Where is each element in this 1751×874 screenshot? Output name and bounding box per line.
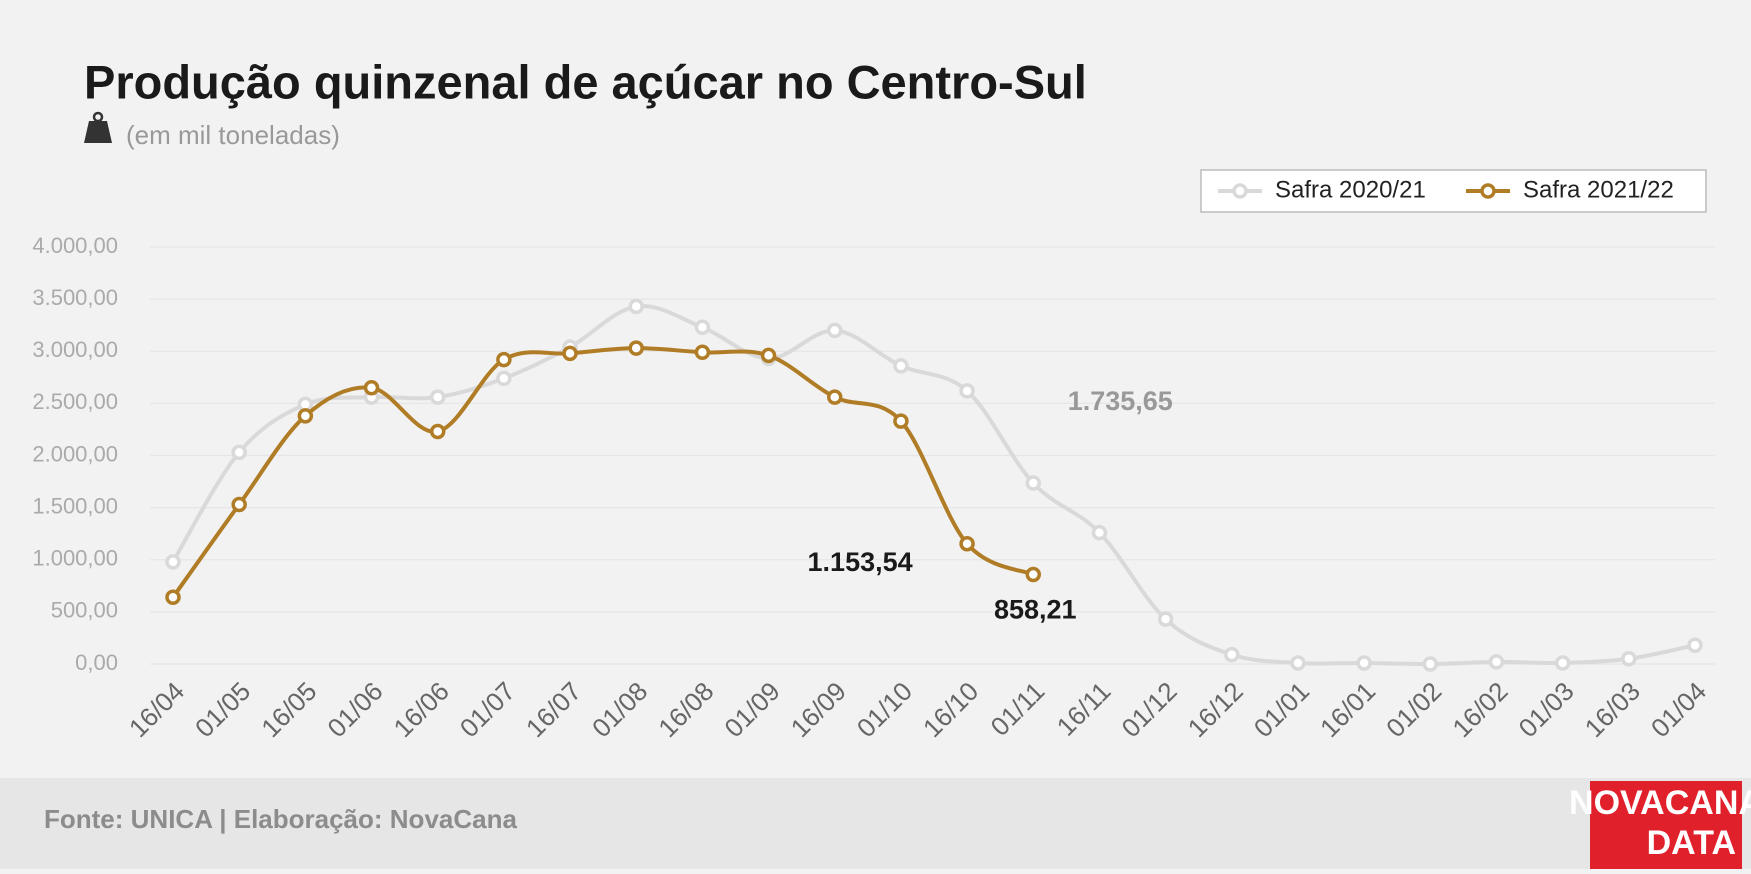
- data-point: [1554, 655, 1571, 671]
- x-tick-label: 16/09: [785, 676, 852, 743]
- data-point: [959, 535, 975, 552]
- data-point: [893, 413, 909, 429]
- x-tick-label: 01/05: [189, 676, 256, 743]
- data-point: [826, 389, 843, 405]
- data-point: [694, 344, 711, 361]
- data-point: [429, 423, 446, 440]
- data-point: [628, 340, 644, 356]
- data-point: [628, 298, 644, 315]
- data-label: 1.735,65: [1068, 386, 1173, 416]
- weight-icon: [84, 111, 112, 143]
- data-label: 1.153,54: [808, 547, 913, 577]
- data-point: [1157, 611, 1174, 627]
- x-tick-label: 01/06: [321, 676, 388, 743]
- y-tick-label: 2.000,00: [32, 441, 118, 466]
- data-point: [959, 383, 975, 399]
- data-point: [1621, 651, 1637, 667]
- legend-marker: [1480, 183, 1496, 199]
- x-tick-label: 16/08: [652, 676, 719, 743]
- data-point: [760, 347, 777, 364]
- data-point: [694, 319, 711, 336]
- x-tick-label: 16/12: [1182, 676, 1249, 743]
- x-tick-label: 01/07: [454, 676, 521, 743]
- data-label: 858,21: [994, 595, 1077, 625]
- x-tick-label: 16/10: [917, 676, 984, 743]
- y-tick-label: 0,00: [75, 650, 118, 675]
- x-tick-label: 01/11: [985, 676, 1051, 742]
- y-tick-label: 3.000,00: [32, 337, 118, 362]
- data-point: [165, 589, 181, 606]
- x-tick-label: 01/08: [586, 676, 653, 743]
- data-point: [1290, 655, 1306, 671]
- y-tick-label: 3.500,00: [32, 285, 118, 310]
- x-tick-label: 01/02: [1380, 676, 1447, 743]
- data-point: [496, 370, 512, 387]
- legend-label: Safra 2021/22: [1523, 176, 1674, 203]
- footer-band: [0, 778, 1751, 869]
- data-point: [165, 554, 181, 570]
- x-tick-label: 16/04: [123, 676, 190, 743]
- y-tick-label: 1.500,00: [32, 493, 118, 518]
- x-tick-label: 01/12: [1115, 676, 1182, 743]
- data-point: [1224, 646, 1240, 663]
- data-point: [826, 322, 843, 339]
- x-tick-label: 16/06: [388, 676, 455, 743]
- data-point: [562, 345, 578, 362]
- data-point: [893, 358, 909, 374]
- x-tick-label: 16/02: [1446, 676, 1513, 743]
- data-point: [429, 389, 446, 405]
- data-point: [231, 444, 247, 461]
- data-point: [496, 351, 512, 368]
- x-tick-label: 16/05: [255, 676, 322, 743]
- x-tick-label: 16/01: [1314, 676, 1381, 743]
- data-point: [1025, 566, 1042, 583]
- x-tick-label: 01/10: [851, 676, 918, 743]
- data-point: [1356, 655, 1372, 671]
- x-tick-label: 01/01: [1248, 676, 1315, 743]
- x-tick-label: 01/04: [1645, 676, 1712, 743]
- chart-subtitle: (em mil toneladas): [126, 120, 340, 150]
- data-point: [297, 408, 314, 424]
- x-tick-label: 16/03: [1579, 676, 1646, 743]
- logo-text: DATA: [1647, 824, 1736, 862]
- y-tick-label: 4.000,00: [32, 233, 118, 258]
- data-point: [231, 496, 247, 513]
- source: Fonte: UNICA | Elaboração: NovaCana: [44, 804, 517, 834]
- data-point: [363, 379, 380, 396]
- x-tick-label: 16/07: [520, 676, 587, 743]
- x-tick-label: 01/09: [718, 676, 785, 743]
- data-point: [1025, 475, 1042, 491]
- legend-label: Safra 2020/21: [1275, 176, 1426, 203]
- y-tick-label: 1.000,00: [32, 546, 118, 571]
- y-tick-label: 2.500,00: [32, 389, 118, 414]
- logo-text: NOVACANA: [1569, 784, 1751, 822]
- legend-box: [1200, 169, 1707, 213]
- data-point: [1687, 637, 1703, 653]
- legend-marker: [1232, 183, 1248, 199]
- y-tick-label: 500,00: [51, 598, 118, 623]
- data-point: [1488, 654, 1505, 670]
- x-tick-label: 16/11: [1051, 676, 1117, 742]
- data-point: [1422, 656, 1439, 672]
- data-point: [1091, 524, 1108, 541]
- x-tick-label: 01/03: [1513, 676, 1580, 743]
- logo-box: [1590, 781, 1742, 869]
- chart-title: Produção quinzenal de açúcar no Centro-S…: [84, 55, 1087, 108]
